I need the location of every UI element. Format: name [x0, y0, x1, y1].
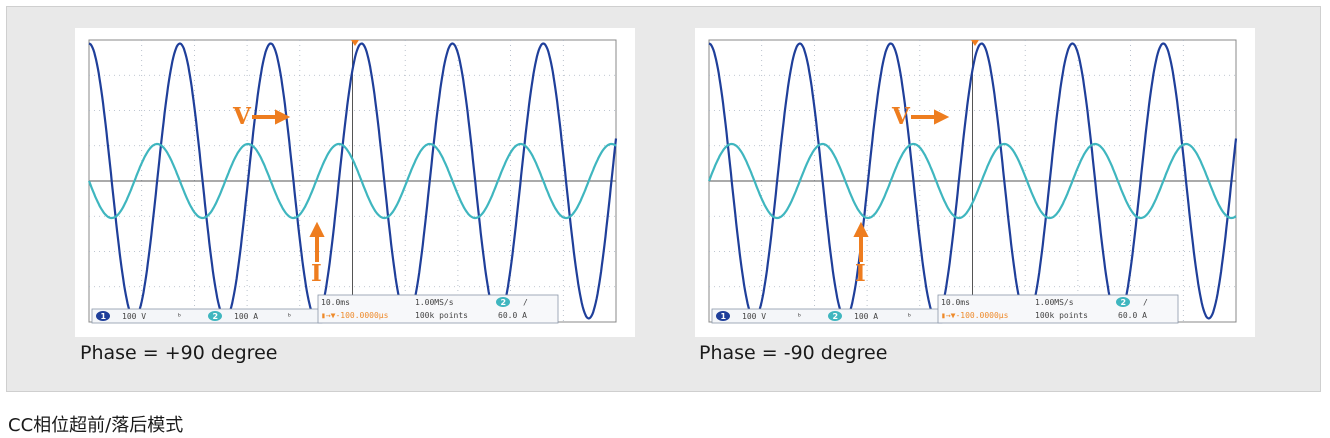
- traces: [87, 42, 618, 320]
- trigger-slope-icon: /: [1143, 298, 1148, 307]
- ch2-badge: [828, 311, 842, 321]
- voltage-arrow-icon: [252, 109, 291, 125]
- timebase: 10.0ms: [321, 298, 350, 307]
- trigger-source-badge: [496, 297, 510, 307]
- phase-label-right: Phase = -90 degree: [699, 342, 888, 364]
- voltage-annotation: V: [891, 103, 911, 130]
- grid: [709, 40, 1236, 322]
- timebase: 10.0ms: [941, 298, 970, 307]
- ch2-scale: 100 A: [854, 312, 878, 321]
- ch2-scale: 100 A: [234, 312, 258, 321]
- trigger-source-label: 2: [501, 298, 507, 307]
- ch2-badge: [208, 311, 222, 321]
- current-arrow-icon: [853, 221, 869, 262]
- ch2-bandwidth-icon: ᵇ: [907, 312, 912, 321]
- trigger-level: 60.0 A: [498, 311, 527, 320]
- scope-panel-right: V I 1 100 V ᵇ 2 100 A ᵇ 10.0ms 1.00MS/s …: [695, 28, 1255, 337]
- timebase-box: [937, 294, 1179, 324]
- scope-screen-right: V I 1 100 V ᵇ 2 100 A ᵇ 10.0ms 1.00MS/s …: [707, 39, 1238, 324]
- trigger-slope-icon: /: [523, 298, 528, 307]
- voltage-arrow-icon: [911, 109, 950, 125]
- ch1-bandwidth-icon: ᵇ: [177, 312, 182, 321]
- traces: [707, 42, 1238, 320]
- ch1-scale: 100 V: [742, 312, 766, 321]
- trigger-position-marker: [351, 40, 359, 46]
- record-length: 100k points: [415, 311, 468, 320]
- ch2-badge-label: 2: [833, 312, 839, 321]
- phase-label-left: Phase = +90 degree: [80, 342, 278, 364]
- horizontal-position: ▮→▼-100.0000μs: [321, 311, 389, 320]
- current-trace: [707, 142, 1237, 220]
- figure-caption: CC相位超前/落后模式: [8, 415, 184, 436]
- current-trace: [87, 142, 617, 220]
- trigger-position-marker: [971, 40, 979, 46]
- trigger-source-badge: [1116, 297, 1130, 307]
- ch1-badge: [96, 311, 110, 321]
- scope-panel-left: V I 1 100 V ᵇ 2 100 A ᵇ 10.0ms 1.00MS/s …: [75, 28, 635, 337]
- current-annotation: I: [311, 260, 322, 287]
- ch1-badge: [716, 311, 730, 321]
- ch1-badge-label: 1: [721, 312, 727, 321]
- ch2-bandwidth-icon: ᵇ: [287, 312, 292, 321]
- ch1-scale: 100 V: [122, 312, 146, 321]
- current-annotation: I: [855, 260, 866, 287]
- ch1-bandwidth-icon: ᵇ: [797, 312, 802, 321]
- scope-screen-left: V I 1 100 V ᵇ 2 100 A ᵇ 10.0ms 1.00MS/s …: [87, 39, 618, 324]
- trigger-level: 60.0 A: [1118, 311, 1147, 320]
- sample-rate: 1.00MS/s: [415, 298, 454, 307]
- voltage-annotation: V: [232, 103, 252, 130]
- horizontal-position: ▮→▼-100.0000μs: [941, 311, 1009, 320]
- ch2-badge-label: 2: [213, 312, 219, 321]
- voltage-trace: [88, 42, 618, 320]
- sample-rate: 1.00MS/s: [1035, 298, 1074, 307]
- current-arrow-icon: [309, 221, 325, 262]
- trigger-source-label: 2: [1121, 298, 1127, 307]
- voltage-trace: [708, 42, 1238, 320]
- timebase-box: [317, 294, 559, 324]
- ch1-badge-label: 1: [101, 312, 107, 321]
- record-length: 100k points: [1035, 311, 1088, 320]
